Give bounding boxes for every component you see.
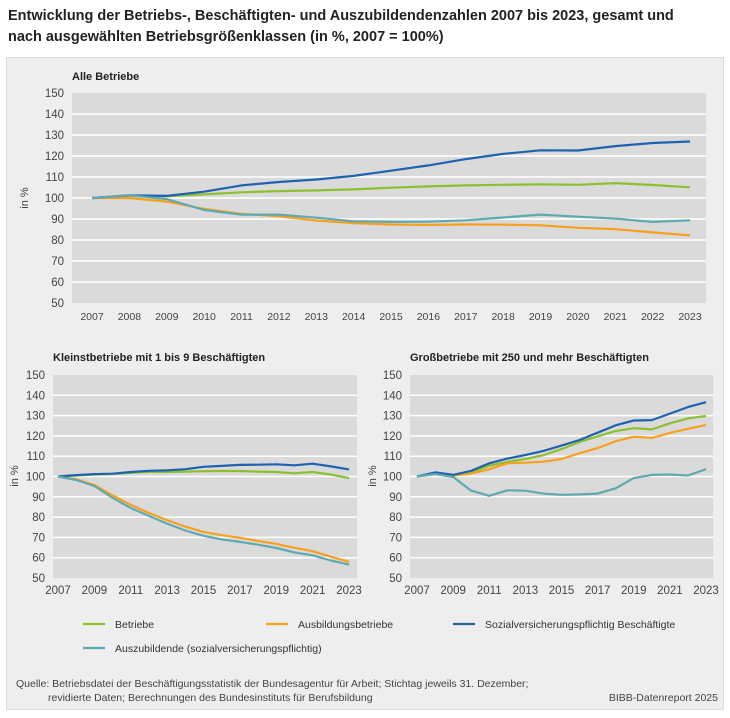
y-tick-label: 60 [32,553,45,565]
y-tick-label: 140 [45,109,64,121]
y-tick-label: 100 [383,472,402,484]
figure-title: Entwicklung der Betriebs-, Beschäftigten… [8,8,674,45]
y-tick-label: 130 [45,130,64,142]
y-tick-label: 90 [51,214,64,226]
y-tick-label: 50 [389,573,402,585]
x-tick-label: 2015 [191,585,217,597]
y-tick-label: 70 [51,256,64,268]
x-tick-label: 2021 [300,585,326,597]
y-tick-label: 110 [46,172,64,184]
x-tick-label: 2015 [379,311,403,323]
y-tick-label: 80 [389,512,402,524]
y-tick-label: 100 [45,193,64,205]
series-line-ausbildungsbetriebe [57,475,350,563]
source-line-1: Quelle: Betriebsdatei der Beschäftigungs… [16,678,529,690]
y-tick-label: 120 [383,431,402,443]
y-tick-label: 100 [26,472,45,484]
y-tick-label: 110 [27,451,45,463]
series-line-auszubildende-sozialversicherungspflichtig- [91,194,691,223]
y-tick-label: 140 [26,390,45,402]
series-line-auszubildende-sozialversicherungspflichtig- [416,468,707,497]
x-tick-label: 2007 [45,585,71,597]
y-tick-label: 130 [26,411,45,423]
credit: BIBB-Datenreport 2025 [608,692,718,704]
x-tick-label: 2009 [82,585,108,597]
source-line-2: revidierte Daten; Berechnungen des Bunde… [48,692,373,704]
series-line-sozialversicherungspflichtig-beschäftigte [416,401,707,478]
y-tick-label: 60 [51,277,64,289]
y-tick-label: 50 [51,298,64,310]
series-line-auszubildende-sozialversicherungspflichtig- [57,475,350,566]
x-tick-label: 2011 [477,585,502,597]
y-tick-label: 140 [383,390,402,402]
x-tick-label: 2019 [621,585,647,597]
y-tick-label: 80 [32,512,45,524]
x-tick-label: 2019 [263,585,289,597]
y-tick-label: 50 [32,573,45,585]
series-line-betriebe [91,182,691,200]
x-tick-label: 2013 [154,585,180,597]
y-tick-label: 120 [26,431,45,443]
series-line-sozialversicherungspflichtig-beschäftigte [57,462,350,478]
chart-title: Großbetriebe mit 250 und mehr Beschäftig… [410,352,649,364]
x-tick-label: 2015 [549,585,575,597]
y-tick-label: 150 [45,88,64,100]
x-tick-label: 2011 [118,585,143,597]
y-tick-label: 150 [383,370,402,382]
x-tick-label: 2013 [513,585,539,597]
y-tick-label: 70 [32,532,45,544]
x-tick-label: 2017 [585,585,611,597]
legend-label: Ausbildungsbetriebe [298,619,393,631]
x-tick-label: 2019 [529,311,553,323]
x-tick-label: 2007 [80,311,104,323]
legend-label: Sozialversicherungspflichtig Beschäftigt… [485,619,675,631]
y-tick-label: 130 [383,411,402,423]
x-tick-label: 2012 [267,311,291,323]
legend-label: Betriebe [115,619,154,631]
x-tick-label: 2009 [440,585,466,597]
x-tick-label: 2013 [305,311,329,323]
x-tick-label: 2017 [227,585,253,597]
x-tick-label: 2023 [678,311,702,323]
x-tick-label: 2021 [657,585,683,597]
x-tick-label: 2018 [491,311,515,323]
y-tick-label: 110 [384,451,402,463]
x-tick-label: 2023 [693,585,719,597]
x-tick-label: 2007 [404,585,430,597]
y-tick-label: 150 [26,370,45,382]
x-tick-label: 2023 [336,585,362,597]
x-tick-label: 2021 [604,311,628,323]
y-axis-label: in % [367,465,379,487]
x-tick-label: 2014 [342,311,366,323]
y-axis-label: in % [9,465,21,487]
chart-title: Kleinstbetriebe mit 1 bis 9 Beschäftigte… [53,352,265,364]
y-tick-label: 90 [32,492,45,504]
y-tick-label: 70 [389,532,402,544]
x-tick-label: 2016 [417,311,441,323]
x-tick-label: 2022 [641,311,665,323]
y-tick-label: 60 [389,553,402,565]
series-line-ausbildungsbetriebe [416,423,707,478]
y-tick-label: 90 [389,492,402,504]
y-tick-label: 80 [51,235,64,247]
x-tick-label: 2008 [118,311,142,323]
x-tick-label: 2010 [192,311,216,323]
legend-label: Auszubildende (sozialversicherungspflich… [115,643,322,655]
x-tick-label: 2020 [566,311,590,323]
y-tick-label: 120 [45,151,64,163]
x-tick-label: 2011 [230,311,253,323]
series-line-sozialversicherungspflichtig-beschäftigte [91,140,691,200]
y-axis-label: in % [19,187,31,209]
x-tick-label: 2017 [454,311,478,323]
x-tick-label: 2009 [155,311,179,323]
chart-title: Alle Betriebe [72,71,139,83]
